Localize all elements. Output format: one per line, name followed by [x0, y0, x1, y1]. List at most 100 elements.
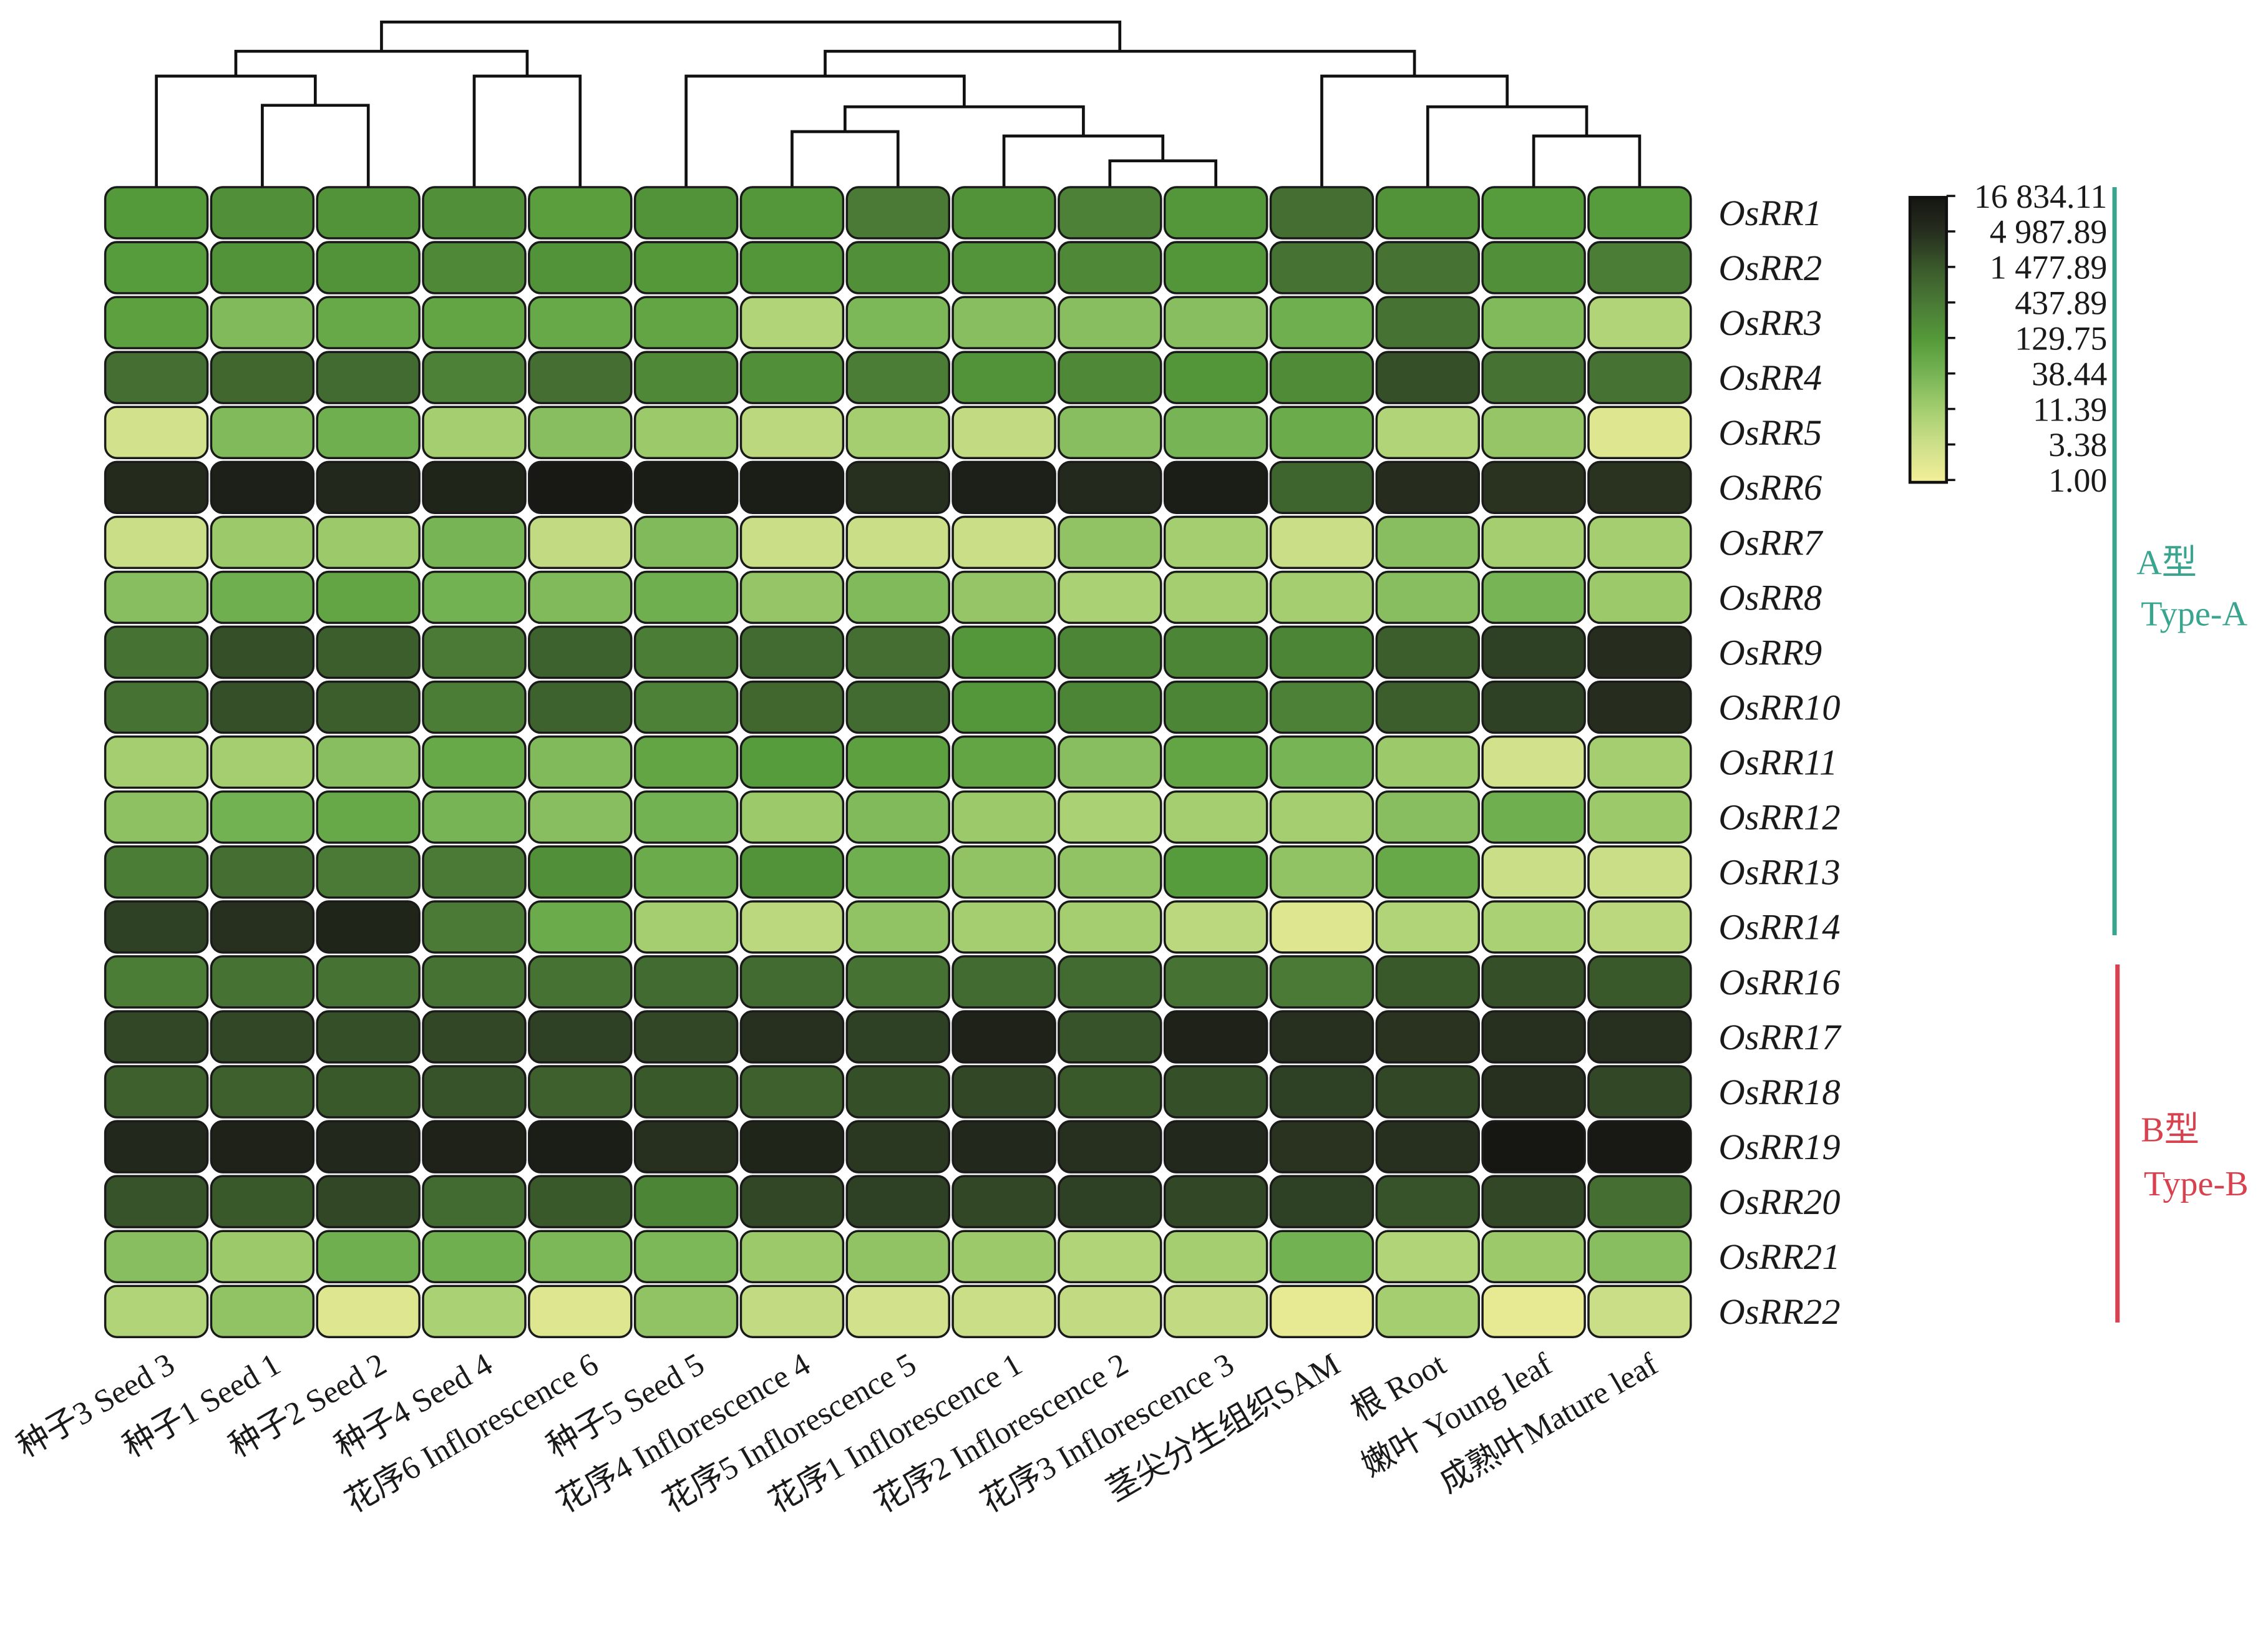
heatmap-cell	[1481, 406, 1586, 459]
heatmap-cell	[422, 1175, 527, 1228]
heatmap-cell	[951, 790, 1056, 844]
heatmap-cell	[104, 625, 209, 679]
heatmap-cell	[633, 1120, 739, 1173]
heatmap-cell	[1058, 296, 1162, 349]
heatmap-cell	[633, 351, 739, 404]
heatmap-cell	[1587, 570, 1692, 624]
heatmap-cell	[1375, 735, 1481, 789]
heatmap-cell	[1163, 241, 1268, 294]
heatmap-cell	[1481, 186, 1586, 240]
row-labels: OsRR1 OsRR2 OsRR3 OsRR4 OsRR5 OsRR6 OsRR7 OsRR8…	[1718, 193, 1842, 1332]
heatmap-cell	[1375, 241, 1481, 294]
heatmap-cell	[210, 1230, 315, 1283]
heatmap-cell	[1481, 900, 1586, 954]
heatmap-cell	[1163, 735, 1268, 789]
heatmap-cell	[845, 460, 950, 515]
heatmap-cell	[1481, 515, 1586, 570]
heatmap-cell	[1481, 460, 1586, 515]
heatmap-cell	[104, 460, 209, 515]
row-label: OsRR20	[1718, 1182, 1840, 1222]
heatmap-cell	[633, 955, 739, 1009]
heatmap-cell	[316, 515, 421, 570]
type-b-label-en: Type-B	[2144, 1165, 2249, 1203]
heatmap-cell	[1375, 1230, 1481, 1283]
row-label: OsRR18	[1718, 1072, 1840, 1112]
heatmap-cell	[1481, 790, 1586, 844]
heatmap-cell	[316, 186, 421, 240]
heatmap-cell	[1269, 241, 1375, 294]
heatmap-cell	[633, 406, 739, 459]
heatmap-cell	[1163, 570, 1268, 624]
heatmap-cell	[422, 186, 527, 240]
heatmap-cell	[1058, 625, 1162, 679]
heatmap-cell	[316, 790, 421, 844]
row-label: OsRR2	[1718, 248, 1822, 288]
heatmap-cell	[845, 1065, 950, 1119]
heatmap-cell	[1163, 845, 1268, 899]
heatmap-cell	[422, 735, 527, 789]
heatmap-cell	[739, 406, 845, 459]
heatmap-cell	[1481, 1065, 1586, 1119]
heatmap-cell	[422, 900, 527, 954]
heatmap-cell	[1375, 1065, 1481, 1119]
heatmap-cell	[210, 1120, 315, 1173]
heatmap-cell	[739, 1285, 845, 1339]
heatmap-cell	[845, 1230, 950, 1283]
heatmap-cell	[1058, 1065, 1162, 1119]
type-a-label-cn: A型	[2136, 544, 2197, 583]
heatmap-cell	[739, 186, 845, 240]
heatmap-cell	[1481, 955, 1586, 1009]
heatmap-cell	[1587, 460, 1692, 515]
colorbar-tick-label: 16 834.11	[1974, 178, 2107, 215]
row-label: OsRR10	[1718, 687, 1840, 727]
colorbar-tick-label: 4 987.89	[1990, 213, 2108, 251]
heatmap-cell	[739, 515, 845, 570]
heatmap-cell	[316, 1010, 421, 1064]
heatmap-cell	[104, 680, 209, 734]
heatmap-cell	[1587, 955, 1692, 1009]
heatmap-cell	[1481, 351, 1586, 404]
heatmap-cell	[422, 1230, 527, 1283]
heatmap-cell	[1269, 955, 1375, 1009]
heatmap-cell	[951, 406, 1056, 459]
dendrogram-branch	[380, 20, 1122, 52]
heatmap-cell	[1375, 1120, 1481, 1173]
heatmap-cell	[951, 570, 1056, 624]
heatmap-cell	[210, 406, 315, 459]
heatmap-cell	[1269, 460, 1375, 515]
heatmap-cell	[1058, 515, 1162, 570]
heatmap-cell	[104, 570, 209, 624]
heatmap-cell	[845, 241, 950, 294]
heatmap-cell	[210, 735, 315, 789]
heatmap-cell	[845, 570, 950, 624]
heatmap-cell	[210, 241, 315, 294]
heatmap-cell	[1481, 845, 1586, 899]
heatmap-cell	[528, 735, 633, 789]
heatmap-cell	[210, 790, 315, 844]
heatmap-cell	[104, 1230, 209, 1283]
heatmap-cell	[1163, 1010, 1268, 1064]
heatmap-cell	[1375, 625, 1481, 679]
heatmap-cell	[210, 845, 315, 899]
heatmap-cell	[1375, 186, 1481, 240]
dendrogram-branch	[234, 49, 529, 76]
heatmap-cell	[845, 1120, 950, 1173]
heatmap-cell	[210, 570, 315, 624]
heatmap-cell	[739, 955, 845, 1009]
heatmap-cell	[1163, 900, 1268, 954]
heatmap-cell	[1269, 625, 1375, 679]
heatmap-cell	[1269, 1010, 1375, 1064]
heatmap-cell	[210, 680, 315, 734]
heatmap-cell	[210, 351, 315, 404]
heatmap-cell	[422, 296, 527, 349]
heatmap-cell	[1375, 1175, 1481, 1228]
dendrogram-branch	[1108, 159, 1218, 187]
colorbar-tick-label: 129.75	[2015, 319, 2107, 357]
heatmap-cell	[1587, 625, 1692, 679]
heatmap-cell	[210, 460, 315, 515]
heatmap-cell	[739, 735, 845, 789]
dendrogram-branch	[472, 74, 582, 187]
heatmap-cell	[1375, 351, 1481, 404]
heatmap-cell	[951, 955, 1056, 1009]
heatmap-cell	[528, 1285, 633, 1339]
